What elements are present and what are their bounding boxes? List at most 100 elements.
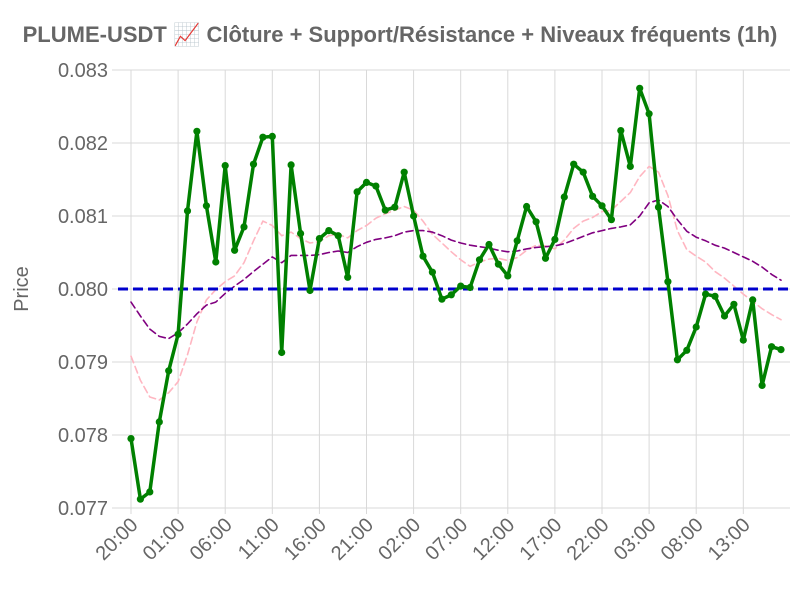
- data-point: [466, 283, 474, 292]
- x-tick-label: 12:00: [468, 514, 519, 565]
- data-point: [400, 168, 408, 176]
- data-point: [739, 336, 747, 344]
- data-point: [749, 296, 757, 304]
- data-point: [626, 162, 634, 170]
- data-point: [325, 227, 333, 235]
- data-point: [419, 252, 427, 260]
- data-point: [127, 435, 135, 443]
- data-point: [183, 207, 192, 215]
- data-point: [193, 127, 201, 135]
- data-point: [136, 495, 144, 503]
- data-point: [240, 223, 248, 231]
- data-point: [165, 367, 173, 375]
- y-axis-title: Price: [11, 266, 33, 312]
- data-point: [315, 235, 323, 243]
- data-point: [146, 488, 154, 496]
- data-point: [249, 160, 258, 168]
- data-point: [702, 290, 710, 298]
- data-point: [447, 291, 455, 299]
- x-tick-label: 20:00: [92, 514, 143, 565]
- series-line-close: [129, 86, 783, 501]
- x-tick-label: 02:00: [374, 514, 425, 565]
- data-point: [551, 235, 559, 243]
- data-point: [598, 202, 606, 210]
- data-point: [711, 292, 719, 300]
- data-point: [155, 418, 163, 426]
- data-point: [730, 300, 738, 308]
- data-point: [259, 133, 267, 141]
- data-point: [617, 127, 625, 135]
- y-tick-label: 0.083: [58, 60, 108, 82]
- y-axis: 0.077 0.078 0.079 0.080 0.081 0.082 0.083: [58, 60, 118, 520]
- data-point: [758, 381, 766, 389]
- data-point: [202, 202, 210, 210]
- data-point: [174, 330, 182, 338]
- data-point: [457, 282, 465, 290]
- data-point: [485, 240, 493, 249]
- data-point: [353, 188, 361, 196]
- series-layer: [118, 84, 790, 503]
- data-point: [768, 343, 776, 351]
- data-point: [579, 168, 587, 176]
- data-point: [268, 132, 276, 140]
- data-point: [673, 356, 682, 364]
- data-point: [589, 192, 597, 200]
- data-point: [692, 323, 700, 331]
- x-tick-label: 11:00: [234, 514, 284, 564]
- data-point: [438, 295, 446, 303]
- chart-title: PLUME-USDT 📈 Clôture + Support/Résistanc…: [22, 22, 778, 47]
- data-point: [381, 206, 389, 214]
- x-tick-label: 08:00: [657, 514, 708, 565]
- y-tick-label: 0.080: [58, 279, 108, 301]
- y-tick-label: 0.078: [58, 425, 108, 447]
- x-tick-label: 01:00: [139, 514, 190, 565]
- x-tick-label: 16:00: [280, 514, 331, 565]
- data-point: [212, 258, 220, 266]
- data-point: [664, 278, 672, 286]
- data-point: [645, 110, 653, 118]
- x-tick-label: 13:00: [704, 514, 755, 565]
- x-tick-label: 07:00: [421, 514, 472, 565]
- x-tick-label: 21:00: [327, 514, 378, 565]
- data-point: [513, 237, 521, 245]
- series-line-ma-slow: [130, 199, 782, 340]
- y-tick-label: 0.079: [58, 352, 108, 374]
- data-point: [372, 182, 380, 190]
- data-point: [494, 260, 502, 268]
- y-tick-label: 0.077: [58, 498, 108, 520]
- x-tick-label: 03:00: [610, 514, 661, 565]
- data-point: [297, 229, 305, 238]
- data-point: [428, 268, 436, 276]
- data-point: [504, 272, 512, 280]
- data-point: [570, 160, 578, 168]
- data-point: [287, 161, 295, 169]
- data-point: [221, 162, 229, 170]
- data-point: [654, 203, 663, 211]
- data-point: [560, 193, 568, 201]
- data-point: [777, 346, 785, 354]
- data-point: [344, 273, 352, 281]
- data-point: [720, 312, 729, 320]
- data-point: [475, 256, 484, 264]
- y-tick-label: 0.081: [58, 206, 108, 228]
- data-point: [278, 348, 286, 357]
- data-point: [362, 178, 371, 186]
- data-point: [541, 254, 550, 262]
- data-point: [391, 203, 399, 211]
- x-tick-label: 17:00: [515, 514, 566, 565]
- data-point: [683, 346, 691, 354]
- data-point: [306, 286, 314, 295]
- data-point: [231, 246, 239, 254]
- data-point: [334, 232, 342, 240]
- data-point: [410, 212, 418, 220]
- x-tick-label: 06:00: [186, 514, 237, 565]
- data-point: [607, 216, 616, 224]
- y-tick-label: 0.082: [58, 133, 108, 155]
- x-tick-label: 22:00: [563, 514, 614, 565]
- data-point: [532, 218, 540, 226]
- data-point: [636, 84, 644, 92]
- data-point: [523, 202, 531, 211]
- x-axis: 20:0001:0006:0011:0016:0021:0002:0007:00…: [92, 508, 755, 565]
